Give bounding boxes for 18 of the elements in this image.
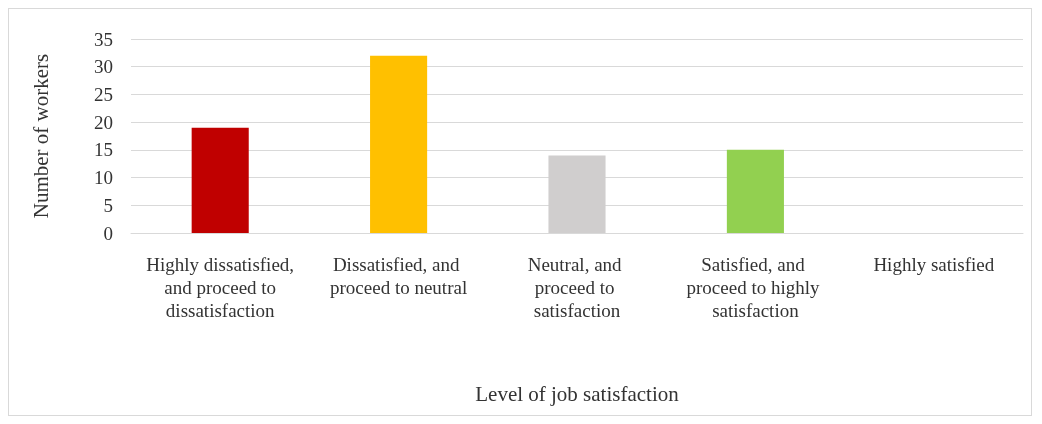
y-axis-title: Number of workers xyxy=(28,53,53,219)
y-tick-label: 25 xyxy=(94,83,113,105)
x-tick-label: Dissatisfied, and proceed to neutral xyxy=(330,254,468,298)
bar xyxy=(726,149,784,233)
x-tick-label: Satisfied, and proceed to highly satisfaction xyxy=(686,254,825,321)
x-tick-label: Highly satisfied xyxy=(873,254,995,275)
y-tick-label: 35 xyxy=(94,28,113,50)
y-tick-label: 20 xyxy=(94,111,113,133)
y-tick-label: 0 xyxy=(103,222,113,244)
x-tick-label: Neutral, and proceed to satisfaction xyxy=(527,254,627,321)
x-axis-title: Level of job satisfaction xyxy=(475,381,680,406)
y-tick-label: 30 xyxy=(94,56,113,78)
bar xyxy=(370,55,428,233)
y-tick-label: 5 xyxy=(103,194,113,216)
y-tick-label: 15 xyxy=(94,139,113,161)
bar xyxy=(191,127,249,233)
x-tick-label: Highly dissatisfied, and proceed to dissatisfaction xyxy=(146,254,295,321)
y-tick-label: 10 xyxy=(94,167,113,189)
